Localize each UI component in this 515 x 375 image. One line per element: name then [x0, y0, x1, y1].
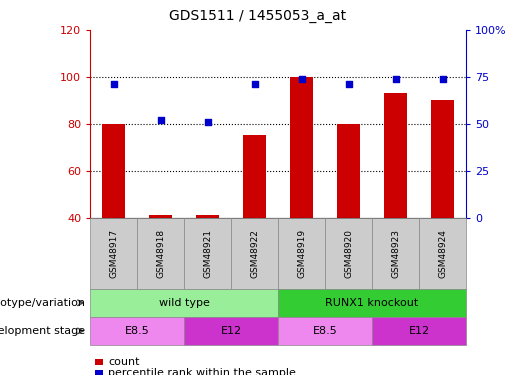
Bar [196, 215, 219, 217]
Bar [243, 135, 266, 218]
Text: GSM48918: GSM48918 [156, 228, 165, 278]
Text: development stage: development stage [0, 326, 85, 336]
Bar [337, 124, 360, 218]
Point [345, 81, 353, 87]
Text: E12: E12 [220, 326, 242, 336]
Text: E8.5: E8.5 [313, 326, 337, 336]
Text: percentile rank within the sample: percentile rank within the sample [108, 368, 296, 375]
Bar [431, 100, 454, 218]
Text: E8.5: E8.5 [125, 326, 149, 336]
Text: count: count [108, 357, 140, 367]
Point [391, 76, 400, 82]
Text: genotype/variation: genotype/variation [0, 298, 85, 308]
Bar [149, 215, 173, 217]
Point [250, 81, 259, 87]
Point [110, 81, 118, 87]
Text: E12: E12 [408, 326, 430, 336]
Text: GSM48921: GSM48921 [203, 229, 212, 278]
Point [203, 119, 212, 125]
Text: GSM48920: GSM48920 [344, 229, 353, 278]
Text: GSM48917: GSM48917 [109, 228, 118, 278]
Text: GSM48919: GSM48919 [297, 228, 306, 278]
Bar [384, 93, 407, 218]
Point [157, 117, 165, 123]
Bar [102, 124, 125, 218]
Point [298, 76, 306, 82]
Text: GSM48922: GSM48922 [250, 229, 259, 278]
Text: wild type: wild type [159, 298, 210, 308]
Bar [290, 77, 313, 218]
Text: GSM48923: GSM48923 [391, 229, 400, 278]
Text: RUNX1 knockout: RUNX1 knockout [325, 298, 419, 308]
Text: GDS1511 / 1455053_a_at: GDS1511 / 1455053_a_at [169, 9, 346, 23]
Text: GSM48924: GSM48924 [438, 229, 447, 278]
Point [438, 76, 447, 82]
